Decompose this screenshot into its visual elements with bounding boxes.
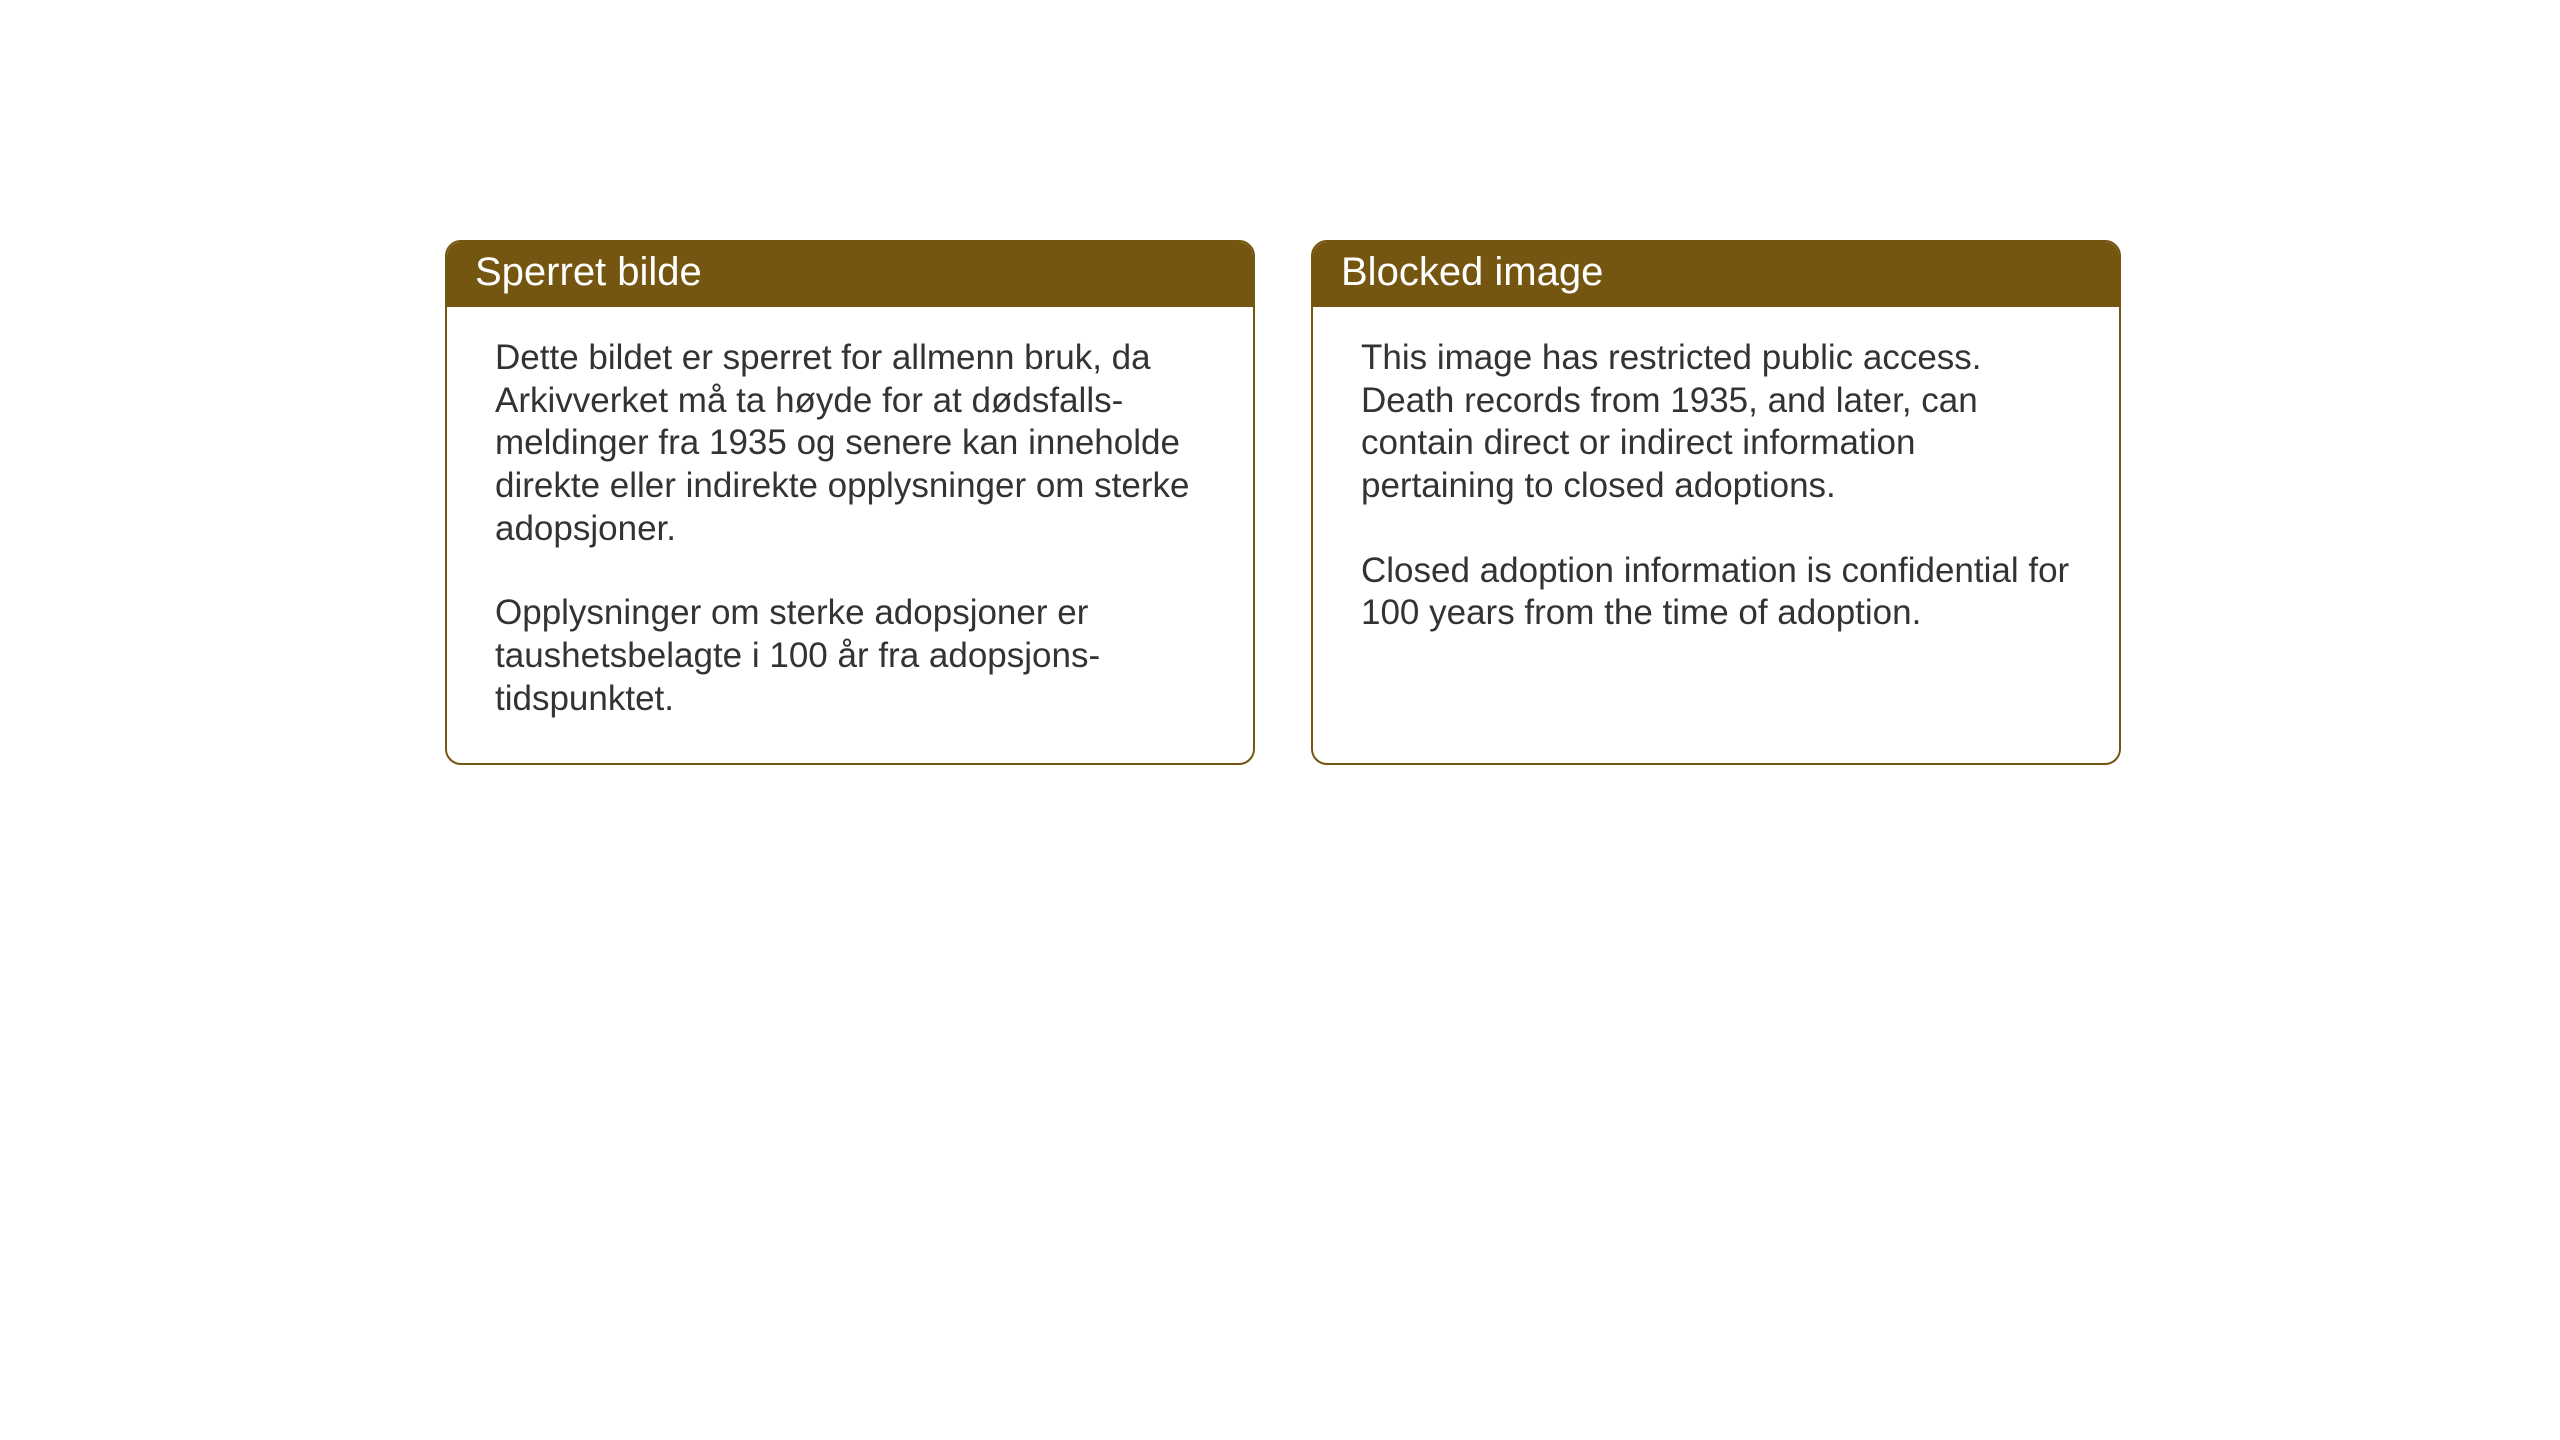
notice-paragraph-2-norwegian: Opplysninger om sterke adopsjoner er tau… [495, 592, 1205, 720]
notice-card-english: Blocked image This image has restricted … [1311, 240, 2121, 765]
notice-paragraph-1-english: This image has restricted public access.… [1361, 337, 2071, 508]
notice-body-norwegian: Dette bildet er sperret for allmenn bruk… [447, 307, 1253, 763]
notice-paragraph-2-english: Closed adoption information is confident… [1361, 550, 2071, 635]
notice-header-english: Blocked image [1313, 242, 2119, 307]
notice-card-norwegian: Sperret bilde Dette bildet er sperret fo… [445, 240, 1255, 765]
notice-title-english: Blocked image [1341, 250, 1603, 294]
notice-header-norwegian: Sperret bilde [447, 242, 1253, 307]
notice-container: Sperret bilde Dette bildet er sperret fo… [445, 240, 2121, 765]
notice-body-english: This image has restricted public access.… [1313, 307, 2119, 677]
notice-paragraph-1-norwegian: Dette bildet er sperret for allmenn bruk… [495, 337, 1205, 550]
notice-title-norwegian: Sperret bilde [475, 250, 702, 294]
